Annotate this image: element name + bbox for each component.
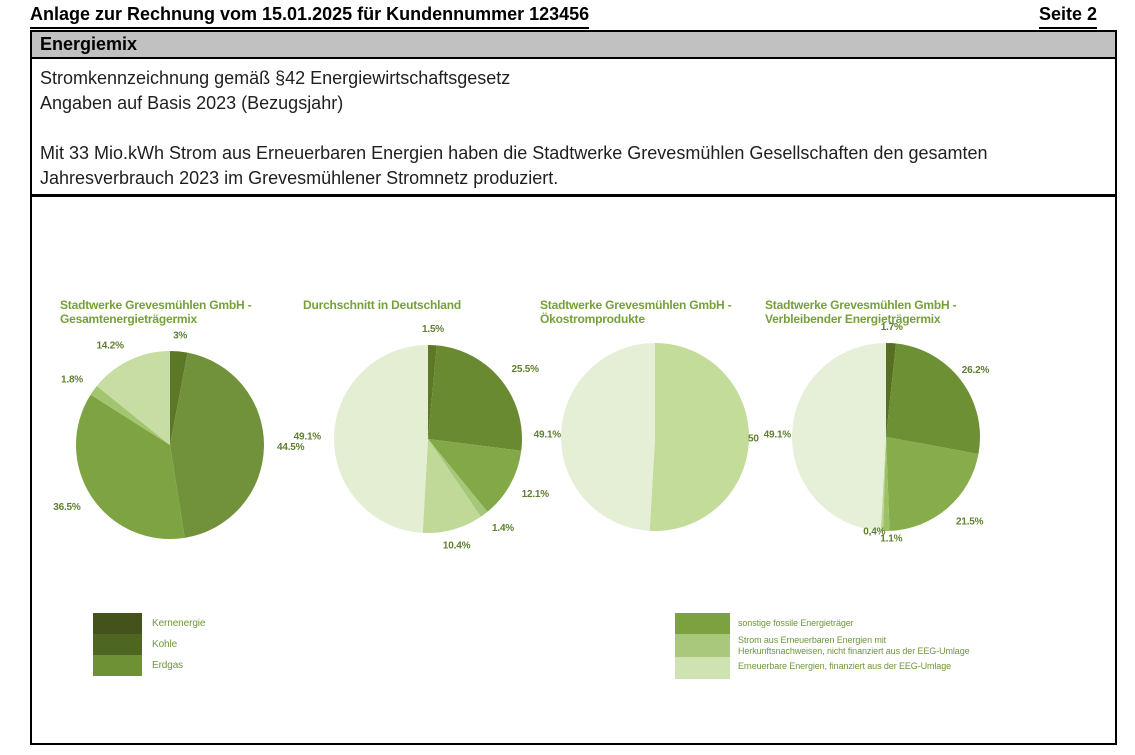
pie-slice-label: 0,4% [863,526,885,537]
pie-slice [170,351,188,445]
legend-label: Strom aus Erneuerbaren Energien mit Herk… [738,634,970,657]
pie-slice-label: 49.1% [534,430,562,441]
pie-slice [422,439,481,534]
pie-slice-label: 1.1% [880,533,902,544]
pie-slice-label: 26.2% [962,365,990,376]
intro-line: Angaben auf Basis 2023 (Bezugsjahr) [40,93,344,113]
pie-chart-verbleibender-energietraegermix: 1.7% 26.2% 21.5% 1.1%0,4% 49.1% [764,322,990,544]
intro-text-block: Stromkennzeichnung gemäß §42 Energiewirt… [32,59,1115,197]
chart-title-gesamtenergietraegermix: Stadtwerke Grevesmühlen GmbH - Gesamtene… [60,298,252,326]
pie-slice-label: 36.5% [53,502,81,513]
legend-renewable-sources: sonstige fossile Energieträger Strom aus… [675,613,970,679]
chart-title-line: Stadtwerke Grevesmühlen GmbH - [765,298,957,312]
legend-swatch-strom-herkunftsnachweise [675,634,730,657]
chart-title-oekostromprodukte: Stadtwerke Grevesmühlen GmbH - Ökostromp… [540,298,732,326]
pie-slice [428,439,488,517]
pie-slice [428,439,522,512]
energy-mix-charts: Stadtwerke Grevesmühlen GmbH - Gesamtene… [32,197,1115,740]
legend-conventional-sources: Kernenergie Kohle Erdgas [93,613,205,676]
pie-slice-label: 44.5% [277,442,305,453]
pie-slice-label: 3% [173,331,187,342]
chart-title-verbleibender-energietraegermix: Stadtwerke Grevesmühlen GmbH - Verbleibe… [765,298,957,326]
pie-slice-label: 12.1% [522,489,550,500]
chart-title-line: Stadtwerke Grevesmühlen GmbH - [60,298,252,312]
pie-chart-oekostromprodukte: 50 49.1% [534,343,760,531]
chart-title-line: Ökostromprodukte [540,312,645,326]
pie-slice [886,343,897,437]
pie-slice-label: 1.4% [492,523,514,534]
legend-label: Erdgas [152,660,184,671]
pie-slice [428,345,437,439]
legend-label-line: Herkunftsnachweisen, nicht finanziert au… [738,646,970,656]
document-title: Anlage zur Rechnung vom 15.01.2025 für K… [30,4,590,29]
pie-slice [791,343,886,531]
pie-slice [886,437,979,531]
legend-label: Kernenergie [152,618,206,629]
pie-chart-gesamtenergietraegermix: 3% 44.5% 36.5% 1.8% 14.2% [53,331,305,539]
chart-title-durchschnitt-deutschland: Durchschnitt in Deutschland [303,298,461,312]
pie-slice-label: 1.5% [422,324,444,335]
pie-slice [333,345,428,533]
pie-slice [560,343,655,531]
legend-swatch-erdgas [93,655,142,676]
pie-slice-label: 25.5% [512,364,540,375]
page-header: Anlage zur Rechnung vom 15.01.2025 für K… [30,4,1097,29]
legend-label-column: sonstige fossile Energieträger Strom aus… [730,613,970,679]
legend-label-column: Kernenergie Kohle Erdgas [142,613,205,676]
section-title: Energiemix [40,34,138,54]
page-number: Seite 2 [1038,4,1097,29]
pie-slice [883,437,890,531]
pie-slice [886,343,980,455]
blank-line [40,116,1115,141]
pie-slice-label: 49.1% [764,430,792,441]
chart-title-line: Gesamtenergieträgermix [60,312,197,326]
pie-slice [90,386,170,445]
pie-slice [75,394,185,539]
pie-slice [880,437,886,531]
pie-chart-durchschnitt-deutschland: 1.5% 25.5% 12.1% 1.4% 10.4% 49.1% [294,324,550,552]
pie-slice-label: 10.4% [443,541,471,552]
pie-slice [96,351,170,445]
pie-slice-label: 21.5% [956,516,984,527]
pie-slice [649,343,749,531]
pie-slice-label: 50 [748,434,759,445]
legend-swatch-kernenergie [93,613,142,634]
pie-slice-label: 14.2% [96,341,124,352]
legend-swatch-kohle [93,634,142,655]
section-header: Energiemix [32,32,1115,59]
pie-slice [428,345,523,451]
paragraph-line: Jahresverbrauch 2023 im Grevesmühlener S… [40,168,559,188]
pie-slice-label: 1.7% [881,322,903,333]
legend-swatch-sonstige-fossile [675,613,730,634]
intro-line: Stromkennzeichnung gemäß §42 Energiewirt… [40,68,511,88]
pie-slice-label: 1.8% [61,375,83,386]
chart-title-line: Durchschnitt in Deutschland [303,298,461,312]
paragraph-line: Mit 33 Mio.kWh Strom aus Erneuerbaren En… [40,143,988,163]
pie-slice [170,352,265,538]
chart-title-line: Verbleibender Energieträgermix [765,312,941,326]
legend-swatch-column [93,613,142,676]
energiemix-box: Energiemix Stromkennzeichnung gemäß §42 … [30,30,1117,745]
legend-label-line: Strom aus Erneuerbaren Energien mit [738,635,887,645]
legend-label: Erneuerbare Energien, finanziert aus der… [738,661,952,671]
pie-slice-label: 49.1% [294,432,322,443]
chart-title-line: Stadtwerke Grevesmühlen GmbH - [540,298,732,312]
legend-label: sonstige fossile Energieträger [738,618,854,628]
legend-swatch-erneuerbare-eeg [675,657,730,679]
legend-label: Kohle [152,639,178,650]
legend-swatch-column [675,613,730,679]
